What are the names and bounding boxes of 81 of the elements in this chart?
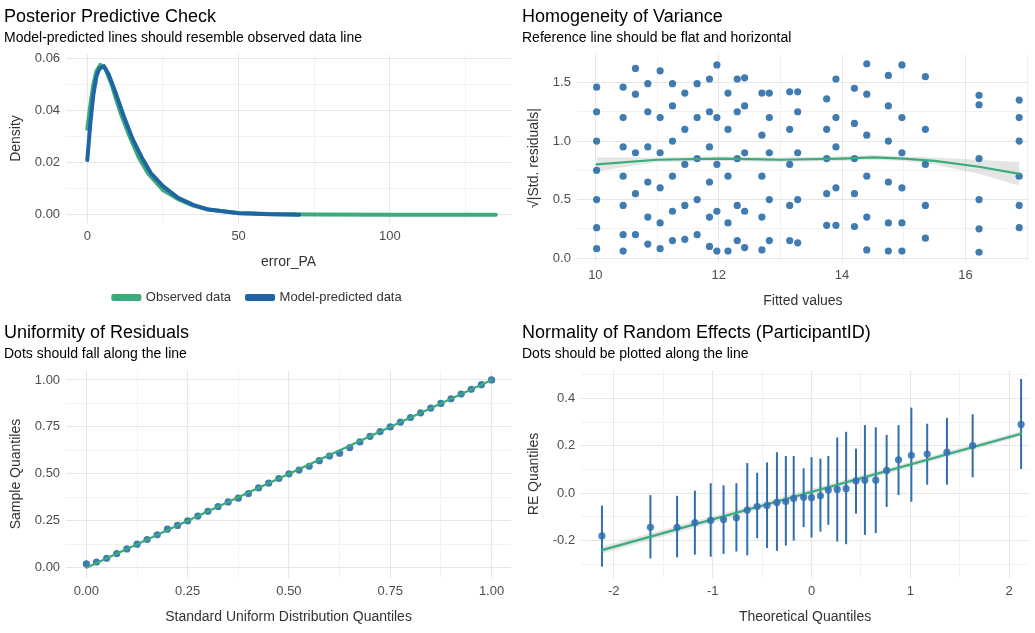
point xyxy=(894,456,903,464)
point xyxy=(907,451,915,459)
point xyxy=(861,476,869,484)
point xyxy=(816,492,825,500)
chart-title: Normality of Random Effects (ParticipantID) xyxy=(522,321,871,342)
point xyxy=(598,532,606,540)
point xyxy=(773,498,781,507)
x-axis-title: Fitted values xyxy=(763,292,843,309)
chart-subtitle: Model-predicted lines should resemble observed data line xyxy=(4,28,363,45)
y-tick-label: 0.0 xyxy=(552,249,571,265)
x-axis-title: error_PA xyxy=(261,253,317,270)
point xyxy=(800,493,808,501)
y-tick-label: 0.2 xyxy=(557,437,576,453)
x-tick-label: 0.50 xyxy=(276,582,302,598)
point xyxy=(852,477,860,485)
y-axis-title: Density xyxy=(7,115,24,162)
y-tick-label: 0.25 xyxy=(34,512,61,528)
point xyxy=(969,441,977,450)
point xyxy=(872,476,880,484)
x-tick-label: -1 xyxy=(706,582,719,598)
x-tick-label: 10 xyxy=(588,266,603,282)
x-tick-label: 0 xyxy=(807,582,816,598)
y-tick-label: 1.5 xyxy=(552,74,571,90)
point xyxy=(1017,420,1025,429)
point xyxy=(646,523,654,531)
point xyxy=(790,494,798,503)
y-tick-label: 1.00 xyxy=(34,371,61,387)
x-axis-title: Standard Uniform Distribution Quantiles xyxy=(165,608,412,625)
point xyxy=(833,485,841,494)
x-tick-label: 100 xyxy=(379,227,401,243)
point xyxy=(943,448,951,456)
point xyxy=(719,515,728,524)
y-tick-label: 0.0 xyxy=(557,484,576,500)
x-tick-label: 0.75 xyxy=(377,582,403,598)
y-tick-label: 0.4 xyxy=(557,389,576,405)
y-axis-title: RE Quantiles xyxy=(525,432,542,516)
x-tick-label: 16 xyxy=(958,266,973,282)
chart-title: Homogeneity of Variance xyxy=(522,5,723,26)
x-tick-label: 2 xyxy=(1005,582,1013,598)
chart-title: Uniformity of Residuals xyxy=(4,321,190,342)
x-tick-label: 1 xyxy=(906,582,914,598)
y-tick-label: 0.04 xyxy=(34,102,61,118)
chart-title: Posterior Predictive Check xyxy=(4,5,218,26)
point xyxy=(753,502,761,511)
point xyxy=(743,506,751,514)
x-tick-label: 14 xyxy=(834,266,850,282)
legend-label: Model-predicted data xyxy=(279,289,403,305)
legend-label: Observed data xyxy=(145,289,232,305)
y-tick-label: 0.00 xyxy=(34,206,61,222)
y-tick-label: -0.2 xyxy=(552,532,576,548)
point xyxy=(824,486,832,494)
y-tick-label: 0.02 xyxy=(34,154,61,170)
x-tick-label: 50 xyxy=(231,227,246,243)
point xyxy=(732,514,740,522)
point xyxy=(673,523,681,531)
x-tick-label: 0.25 xyxy=(175,582,201,598)
y-tick-label: 0.75 xyxy=(34,418,61,434)
chart-subtitle: Dots should fall along the line xyxy=(4,344,188,361)
point xyxy=(923,450,931,458)
x-tick-label: 0 xyxy=(83,227,91,243)
point xyxy=(763,501,771,510)
y-axis-title: √|Std. residuals| xyxy=(525,108,542,208)
point xyxy=(883,466,891,475)
x-tick-label: 0.00 xyxy=(73,582,100,598)
point xyxy=(691,519,699,527)
y-tick-label: 0.5 xyxy=(552,191,571,207)
y-axis-title: Sample Quantiles xyxy=(7,418,24,530)
x-tick-label: 12 xyxy=(711,266,726,282)
x-tick-label: -2 xyxy=(608,582,620,598)
chart-subtitle: Reference line should be flat and horizontal xyxy=(522,28,792,45)
y-tick-label: 0.06 xyxy=(34,49,61,65)
x-axis-title: Theoretical Quantiles xyxy=(738,608,872,625)
point xyxy=(707,516,715,525)
y-tick-label: 0.50 xyxy=(34,465,61,481)
chart-subtitle: Dots should be plotted along the line xyxy=(522,344,749,361)
point xyxy=(842,485,850,493)
x-tick-label: 1.00 xyxy=(478,582,505,598)
y-tick-label: 1.0 xyxy=(552,132,571,148)
point xyxy=(807,494,816,502)
y-tick-label: 0.00 xyxy=(34,559,61,575)
point xyxy=(782,497,790,506)
